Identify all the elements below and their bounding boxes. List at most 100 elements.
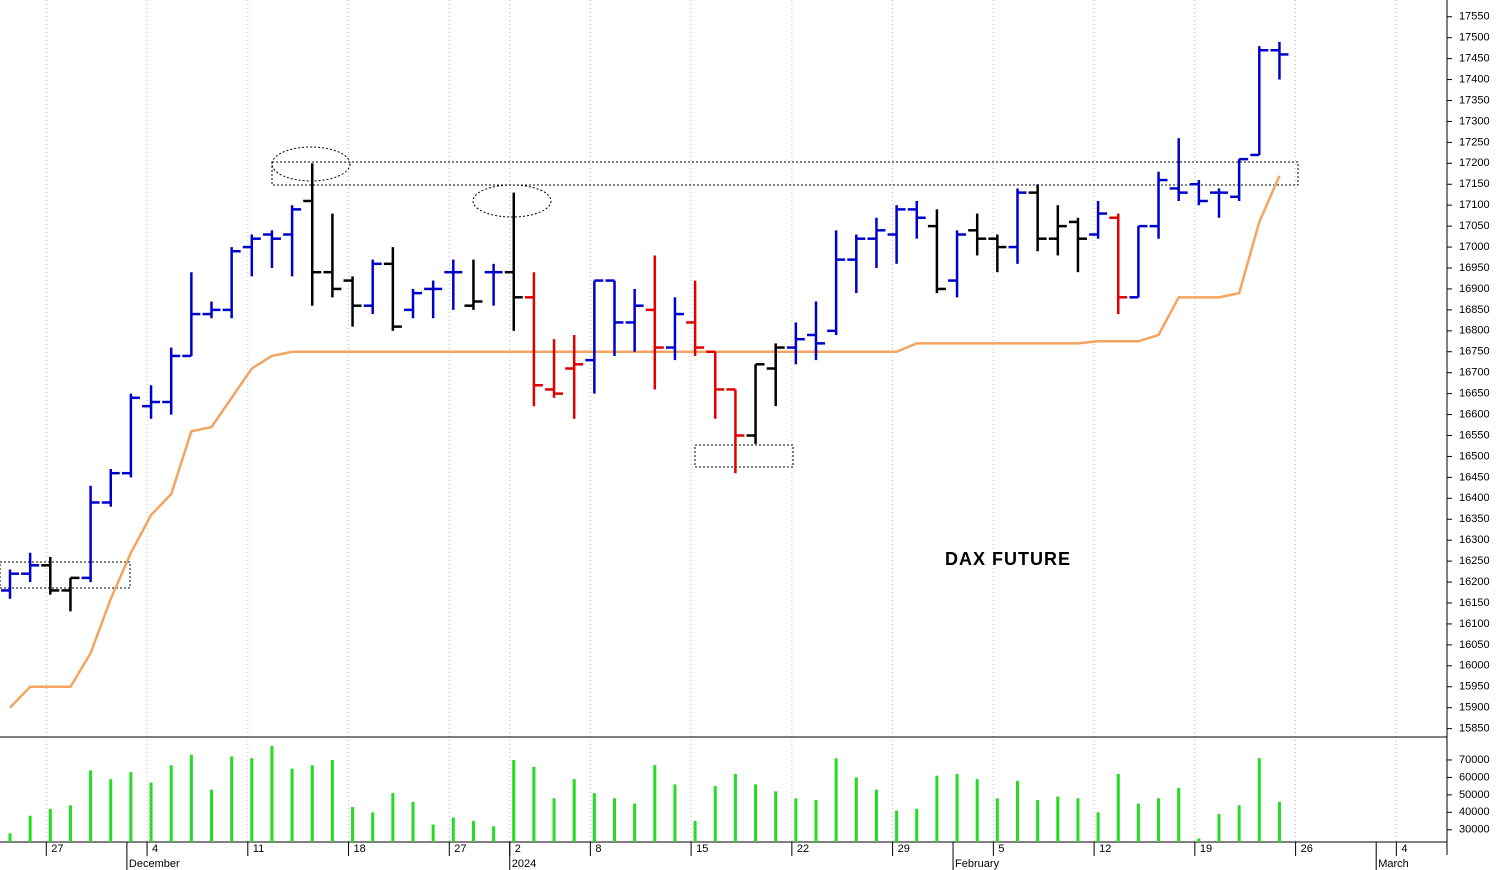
x-tick-label: 4: [1401, 843, 1407, 855]
y-tick-label: 17550: [1459, 11, 1490, 23]
month-label: March: [1378, 858, 1409, 870]
y-tick-label: 16800: [1459, 325, 1490, 337]
y-tick-label: 16300: [1459, 534, 1490, 546]
volume-bar: [774, 791, 778, 842]
y-tick-label: 17050: [1459, 220, 1490, 232]
volume-bar: [572, 779, 576, 842]
y-tick-label: 30000: [1459, 824, 1490, 836]
volume-bar: [431, 824, 435, 842]
y-tick-label: 16750: [1459, 346, 1490, 358]
volume-bar: [532, 766, 536, 842]
x-tick-label: 26: [1301, 843, 1313, 855]
volume-bar: [310, 765, 314, 842]
y-tick-label: 50000: [1459, 789, 1490, 801]
x-tick-label: 8: [595, 843, 601, 855]
x-tick-label: 18: [354, 843, 366, 855]
y-tick-label: 16350: [1459, 513, 1490, 525]
volume-bar: [814, 800, 818, 842]
trend-line: [9, 175, 1281, 709]
x-tick-label: 27: [454, 843, 466, 855]
volume-bar: [653, 765, 657, 842]
x-tick-label: 29: [898, 843, 910, 855]
volume-bar: [351, 807, 355, 842]
volume-bar: [1197, 838, 1201, 842]
y-tick-label: 16150: [1459, 597, 1490, 609]
month-label: February: [955, 858, 1000, 870]
y-tick-label: 16700: [1459, 367, 1490, 379]
volume-bar: [1016, 780, 1019, 842]
volume-bar: [975, 779, 979, 842]
y-tick-label: 16900: [1459, 283, 1490, 295]
volume-bar: [1076, 798, 1080, 842]
y-tick-label: 17300: [1459, 115, 1490, 127]
y-tick-label: 16400: [1459, 492, 1490, 504]
y-tick-label: 16600: [1459, 408, 1490, 420]
x-tick-label: 19: [1200, 843, 1212, 855]
month-label: December: [129, 858, 180, 870]
y-tick-label: 17400: [1459, 73, 1490, 85]
volume-bar: [592, 793, 596, 842]
x-tick-label: 11: [253, 843, 264, 855]
y-tick-label: 17200: [1459, 157, 1490, 169]
y-tick-label: 17250: [1459, 136, 1490, 148]
volume-bar: [552, 798, 556, 842]
volume-bar: [995, 798, 999, 842]
volume-bar: [633, 803, 637, 842]
x-tick-label: 22: [797, 843, 809, 855]
volume-bar: [169, 765, 173, 842]
volume-bar: [1036, 800, 1040, 842]
volume-bar: [68, 805, 72, 842]
y-tick-label: 16650: [1459, 388, 1490, 400]
y-tick-label: 16050: [1459, 639, 1490, 651]
volume-bar: [290, 768, 294, 842]
volume-bar: [471, 821, 475, 842]
volume-bar: [613, 798, 616, 842]
y-tick-label: 17350: [1459, 94, 1490, 106]
y-tick-label: 17000: [1459, 241, 1490, 253]
y-tick-label: 70000: [1459, 754, 1490, 766]
volume-bar: [915, 808, 919, 842]
annotation: DAX FUTURE: [945, 549, 1071, 569]
support-box: [0, 561, 131, 589]
volume-bar: [230, 756, 234, 842]
volume-bar: [391, 793, 395, 842]
high-ellipse: [472, 184, 552, 218]
volume-bar: [270, 745, 274, 842]
volume-bar: [895, 810, 899, 842]
y-tick-label: 60000: [1459, 771, 1490, 783]
volume-bar: [794, 798, 798, 842]
resistance-box: [271, 161, 1299, 186]
volume-bar: [1116, 773, 1120, 842]
volume-bar: [713, 786, 717, 842]
volume-bar: [955, 773, 959, 842]
volume-bar: [1277, 801, 1281, 842]
volume-bar: [210, 789, 213, 842]
volume-bar: [1177, 787, 1181, 842]
volume-bar: [1136, 803, 1140, 842]
volume-bar: [673, 784, 677, 842]
volume-bar: [48, 808, 52, 842]
volume-bar: [250, 758, 254, 842]
support-box: [694, 444, 794, 468]
volume-bar: [733, 773, 737, 842]
volume-bar: [371, 812, 375, 842]
month-label: 2024: [512, 858, 536, 870]
y-tick-label: 17450: [1459, 53, 1490, 65]
y-tick-label: 16000: [1459, 660, 1490, 672]
volume-bar: [1237, 805, 1241, 842]
y-tick-label: 16200: [1459, 576, 1490, 588]
volume-bar: [1157, 798, 1161, 842]
y-tick-label: 15900: [1459, 702, 1490, 714]
volume-bar: [1056, 796, 1060, 842]
volume-bar: [1257, 758, 1261, 842]
x-tick-label: 15: [696, 843, 708, 855]
y-tick-label: 17150: [1459, 178, 1490, 190]
volume-bar: [189, 754, 193, 842]
volume-bar: [411, 801, 415, 842]
annotations: [0, 146, 1299, 589]
y-tick-label: 17100: [1459, 199, 1490, 211]
volume-bar: [512, 759, 516, 842]
y-tick-label: 16550: [1459, 429, 1490, 441]
volume-bar: [834, 758, 838, 842]
